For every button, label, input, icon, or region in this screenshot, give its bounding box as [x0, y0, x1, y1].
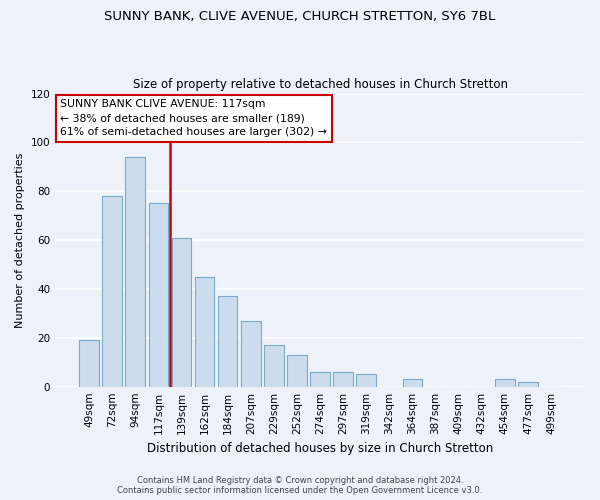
- Bar: [518, 382, 538, 386]
- Bar: [334, 372, 353, 386]
- Bar: [241, 320, 260, 386]
- Text: SUNNY BANK, CLIVE AVENUE, CHURCH STRETTON, SY6 7BL: SUNNY BANK, CLIVE AVENUE, CHURCH STRETTO…: [104, 10, 496, 23]
- Text: SUNNY BANK CLIVE AVENUE: 117sqm
← 38% of detached houses are smaller (189)
61% o: SUNNY BANK CLIVE AVENUE: 117sqm ← 38% of…: [61, 100, 328, 138]
- Bar: [172, 238, 191, 386]
- Bar: [495, 380, 515, 386]
- Bar: [356, 374, 376, 386]
- Title: Size of property relative to detached houses in Church Stretton: Size of property relative to detached ho…: [133, 78, 508, 91]
- Bar: [287, 355, 307, 386]
- Bar: [218, 296, 238, 386]
- Bar: [195, 277, 214, 386]
- Bar: [264, 345, 284, 387]
- Bar: [310, 372, 330, 386]
- Bar: [403, 380, 422, 386]
- Text: Contains HM Land Registry data © Crown copyright and database right 2024.
Contai: Contains HM Land Registry data © Crown c…: [118, 476, 482, 495]
- Y-axis label: Number of detached properties: Number of detached properties: [15, 152, 25, 328]
- Bar: [79, 340, 99, 386]
- Bar: [125, 157, 145, 386]
- Bar: [103, 196, 122, 386]
- X-axis label: Distribution of detached houses by size in Church Stretton: Distribution of detached houses by size …: [147, 442, 493, 455]
- Bar: [149, 204, 168, 386]
